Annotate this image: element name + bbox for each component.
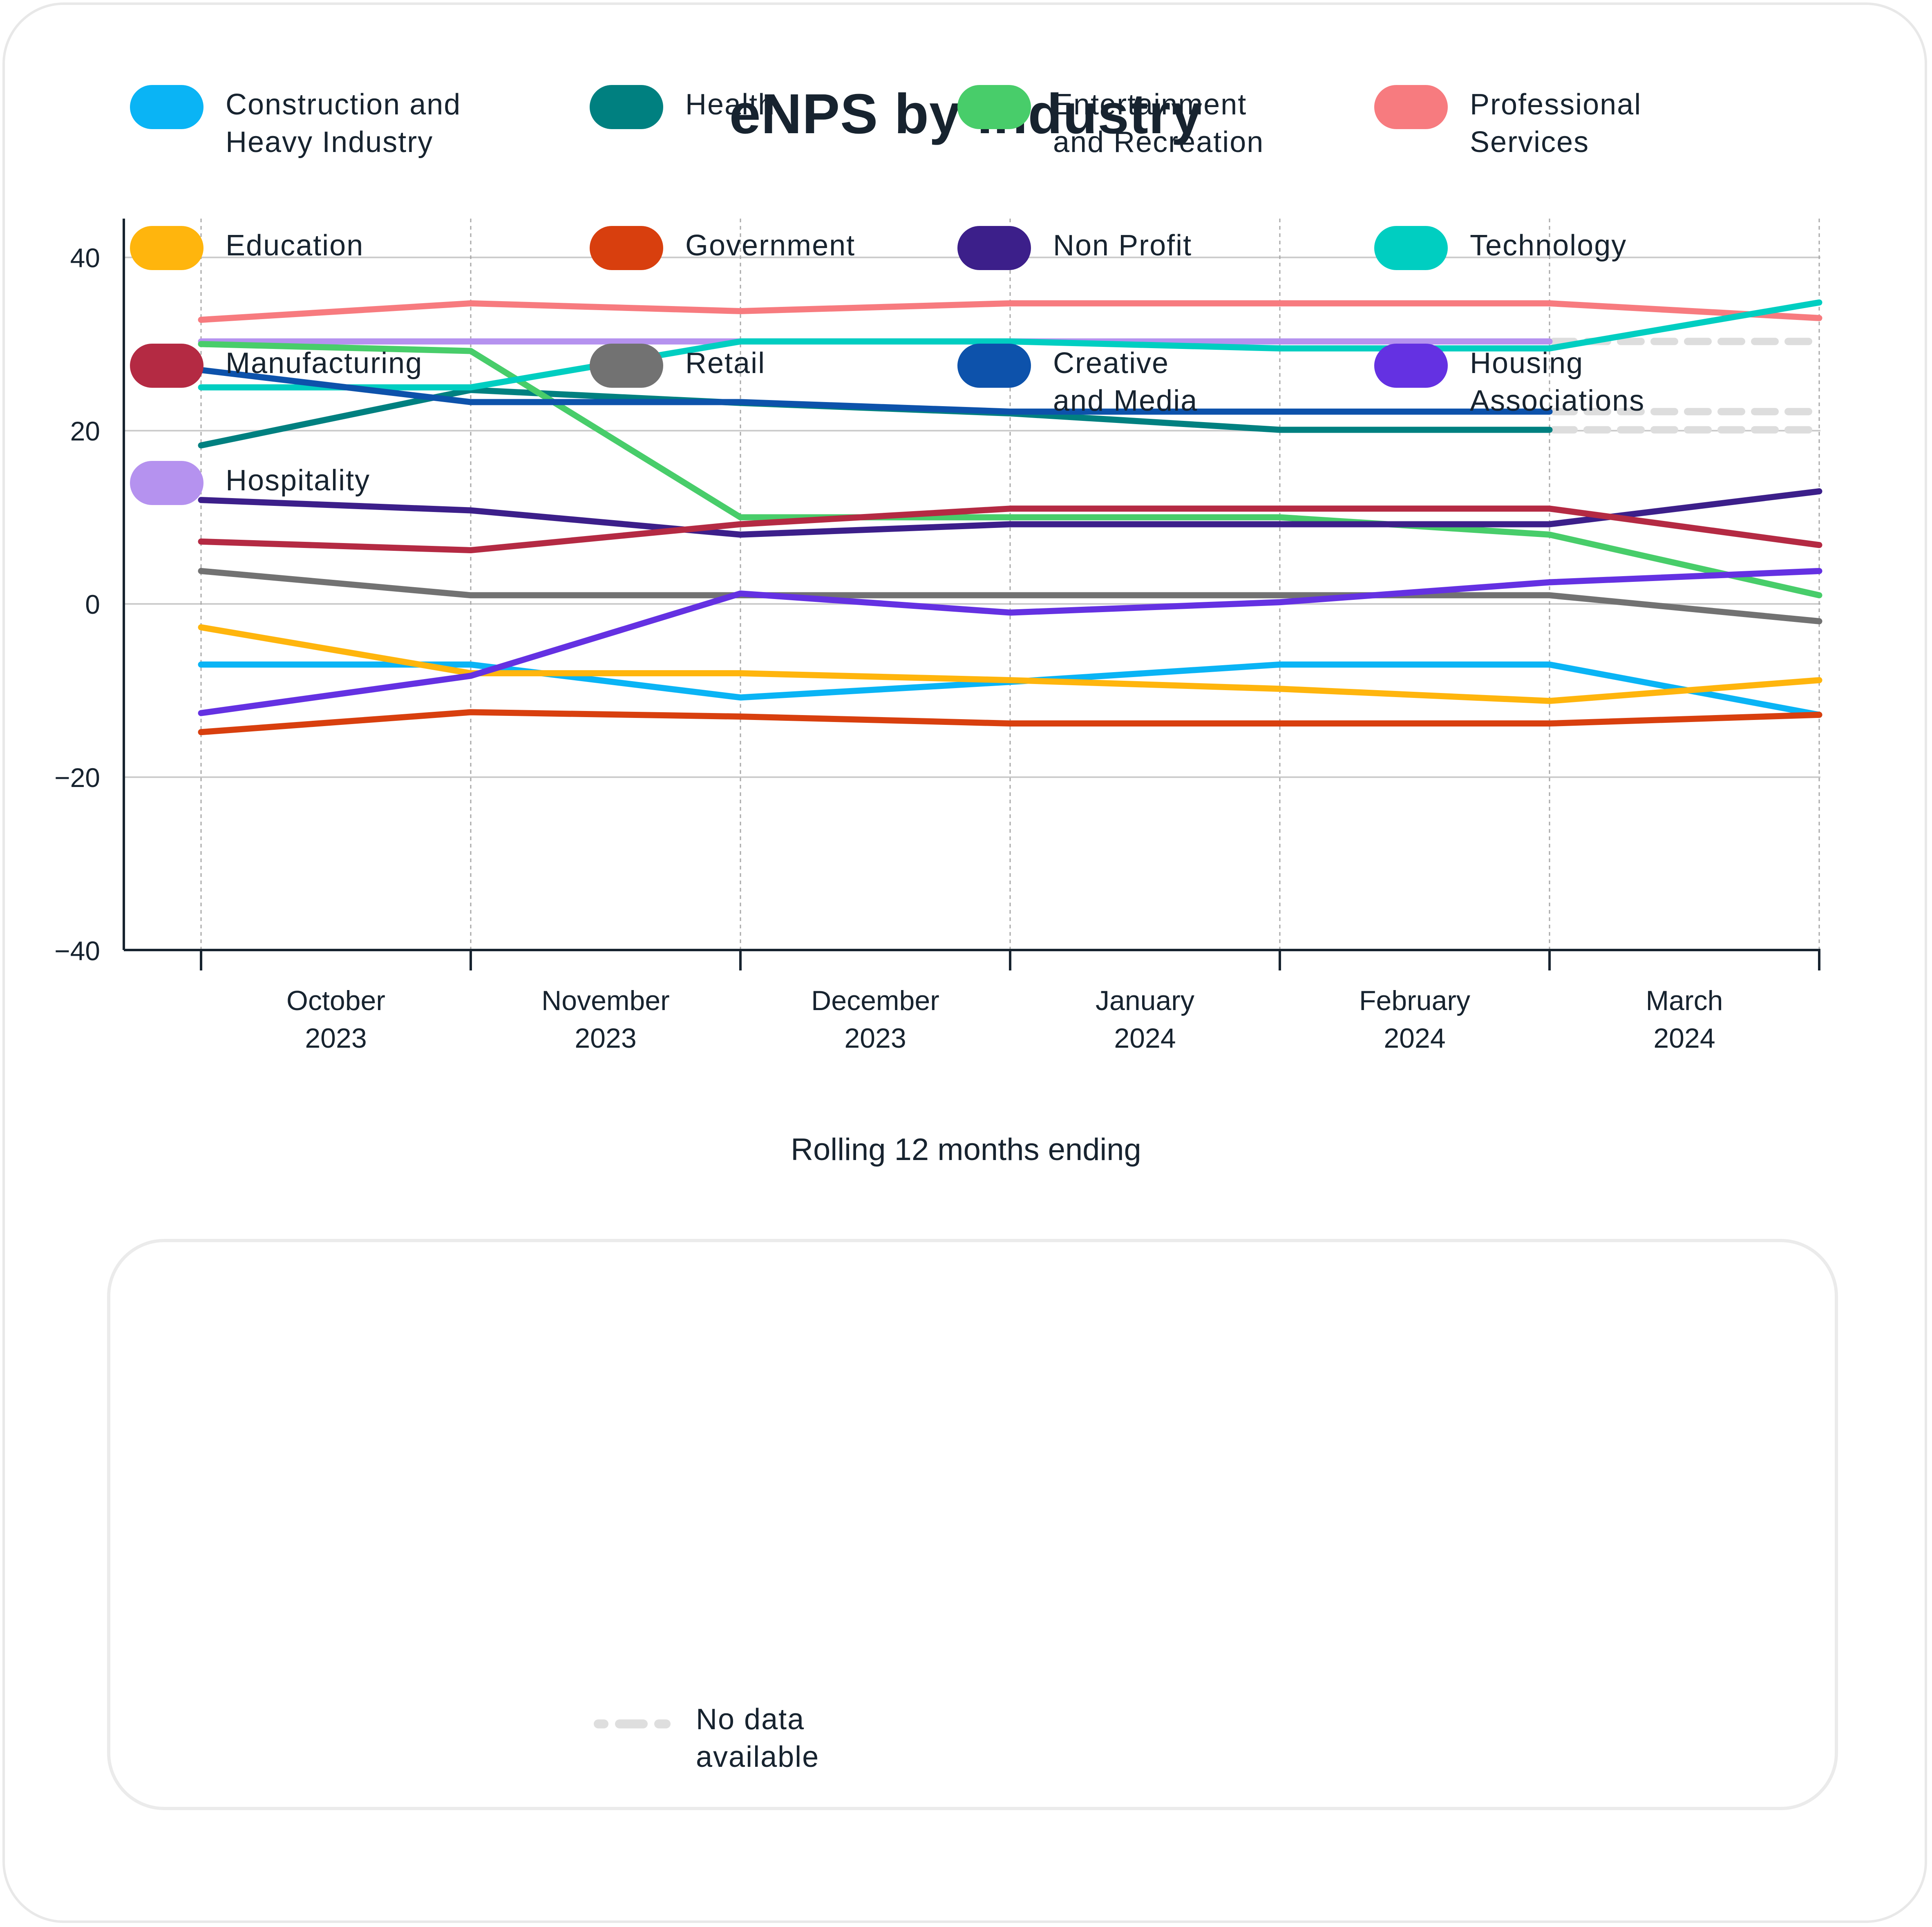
legend-swatch <box>1374 344 1448 388</box>
x-tick-label: December 2023 <box>811 985 939 1054</box>
legend-item: Housing Associations <box>1374 344 1645 420</box>
series-line-technology <box>198 299 1822 391</box>
y-tick-label: 40 <box>70 243 100 273</box>
x-axis-title: Rolling 12 months ending <box>791 1132 1141 1167</box>
y-tick-label: 20 <box>70 416 100 446</box>
legend-item: Entertainment and Recreation <box>957 85 1264 161</box>
series-line-retail <box>198 568 1822 624</box>
series-line-health <box>198 387 1553 449</box>
legend-label: Creative and Media <box>1053 347 1198 417</box>
legend-item: Manufacturing <box>130 344 423 388</box>
legend-label: Non Profit <box>1053 229 1192 262</box>
legend-item-no-data: No data available <box>594 1700 819 1776</box>
legend-swatch <box>1374 85 1448 129</box>
legend-item: Technology <box>1374 226 1627 270</box>
legend-label: No data available <box>696 1703 820 1773</box>
legend-swatch-dashed <box>594 1700 675 1744</box>
legend-swatch <box>130 461 203 505</box>
x-tick-label: November 2023 <box>541 985 670 1054</box>
series-line-creative-and-media <box>198 367 1553 415</box>
legend-item: Education <box>130 226 364 270</box>
legend-item: Non Profit <box>957 226 1192 270</box>
legend-label: Hospitality <box>226 464 371 497</box>
y-tick-label: −20 <box>54 762 100 793</box>
legend-label: Housing Associations <box>1470 347 1645 417</box>
legend-item: Creative and Media <box>957 344 1198 420</box>
legend-item: Construction and Heavy Industry <box>130 85 461 161</box>
legend-item: Health <box>590 85 775 129</box>
legend-label: Technology <box>1470 229 1627 262</box>
series-line-professional-services <box>198 300 1822 323</box>
series-line-entertainment-and-recreation <box>198 341 1822 599</box>
legend-swatch <box>590 85 663 129</box>
series-line-non-profit <box>198 488 1822 538</box>
legend-label: Manufacturing <box>226 347 423 380</box>
legend-label: Education <box>226 229 364 262</box>
x-tick-label: March 2024 <box>1646 985 1723 1054</box>
series-line-manufacturing <box>198 505 1822 554</box>
legend-swatch <box>957 226 1031 270</box>
legend-swatch <box>590 226 663 270</box>
legend-label: Professional Services <box>1470 88 1642 159</box>
x-tick-label: October 2023 <box>286 985 385 1054</box>
legend-label: Health <box>685 88 776 121</box>
legend-item: Hospitality <box>130 461 370 505</box>
legend: Construction and Heavy Industry Health Ent… <box>107 85 1838 1810</box>
series-line-housing-associations <box>198 568 1822 716</box>
legend-item: Retail <box>590 344 765 388</box>
x-tick-label: February 2024 <box>1359 985 1470 1054</box>
legend-label: Government <box>685 229 856 262</box>
y-tick-label: −40 <box>54 936 100 966</box>
line-chart: −40 −20 0 20 40 October 2023 November 2023 Decemb… <box>54 219 1823 1054</box>
legend-swatch <box>1374 226 1448 270</box>
legend-label: Retail <box>685 347 766 380</box>
legend-swatch <box>590 344 663 388</box>
legend-swatch <box>957 85 1031 129</box>
x-tick-label: January 2024 <box>1096 985 1194 1054</box>
y-tick-label: 0 <box>85 589 100 619</box>
legend-swatch <box>130 85 203 129</box>
legend-label: Construction and Heavy Industry <box>226 88 461 159</box>
legend-swatch <box>130 344 203 388</box>
legend-item: Government <box>590 226 855 270</box>
legend-swatch <box>130 226 203 270</box>
series-line-government <box>198 709 1822 735</box>
legend-swatch <box>957 344 1031 388</box>
legend-item: Professional Services <box>1374 85 1641 161</box>
legend-label: Entertainment and Recreation <box>1053 88 1264 159</box>
